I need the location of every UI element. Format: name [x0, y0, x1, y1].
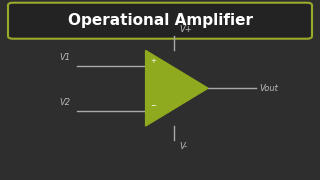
Polygon shape — [146, 50, 208, 126]
FancyBboxPatch shape — [8, 3, 312, 39]
Text: V2: V2 — [59, 98, 70, 107]
Text: V-: V- — [179, 142, 187, 151]
Text: −: − — [150, 103, 156, 109]
Text: V+: V+ — [179, 25, 192, 34]
Text: +: + — [150, 58, 156, 64]
Text: Vout: Vout — [259, 84, 278, 93]
Text: Operational Amplifier: Operational Amplifier — [68, 13, 252, 28]
Text: V1: V1 — [59, 53, 70, 62]
